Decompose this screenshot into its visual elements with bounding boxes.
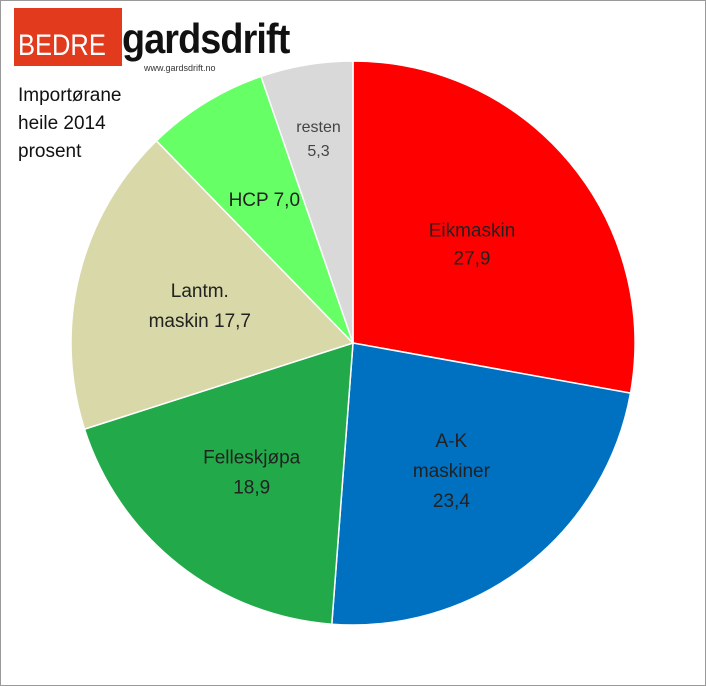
- logo-url-text: www.gardsdrift.no: [144, 63, 216, 73]
- slice-label-5-line-1: 5,3: [307, 143, 329, 160]
- pie-slice-3: [70, 139, 355, 431]
- slice-label-0-line-1: 27,9: [454, 249, 491, 270]
- slice-label-0-line-0: Eikmaskin: [429, 221, 516, 242]
- slice-label-1-line-2: 23,4: [433, 491, 470, 512]
- slice-label-2-line-1: 18,9: [233, 477, 270, 498]
- slice-label-3-line-0: Lantm.: [171, 281, 229, 302]
- pie-slice-4: [155, 75, 354, 344]
- slice-label-5: resten 5,3: [296, 119, 340, 160]
- slice-label-2: Felleskjøpa 18,9: [203, 447, 301, 498]
- chart-title: Importørane heile 2014 prosent: [18, 85, 122, 162]
- slice-label-1: A-K maskiner 23,4: [413, 431, 491, 512]
- logo-red-block: [14, 8, 122, 66]
- logo-bedre-text: BEDRE: [18, 29, 106, 62]
- slice-label-2-line-0: Felleskjøpa: [203, 447, 301, 468]
- slice-label-1-line-0: A-K: [436, 431, 468, 452]
- pie-slice-1: [330, 342, 632, 626]
- slice-label-1-line-1: maskiner: [413, 461, 491, 482]
- slice-label-4: HCP 7,0: [229, 190, 300, 211]
- gardsdrift-logo: BEDRE gardsdrift www.gardsdrift.no: [14, 8, 314, 76]
- slice-label-3: Lantm. maskin 17,7: [149, 281, 251, 332]
- pie-slice-2: [83, 341, 354, 626]
- pie-slice-0: [352, 60, 636, 395]
- slice-label-3-line-1: maskin 17,7: [149, 311, 251, 332]
- slice-label-4-line-0: HCP 7,0: [229, 190, 300, 211]
- slice-label-5-line-0: resten: [296, 119, 340, 136]
- pie-slice-5: [260, 60, 354, 344]
- logo-gardsdrift-text: gardsdrift: [122, 15, 290, 62]
- slice-label-0: Eikmaskin 27,9: [429, 221, 516, 270]
